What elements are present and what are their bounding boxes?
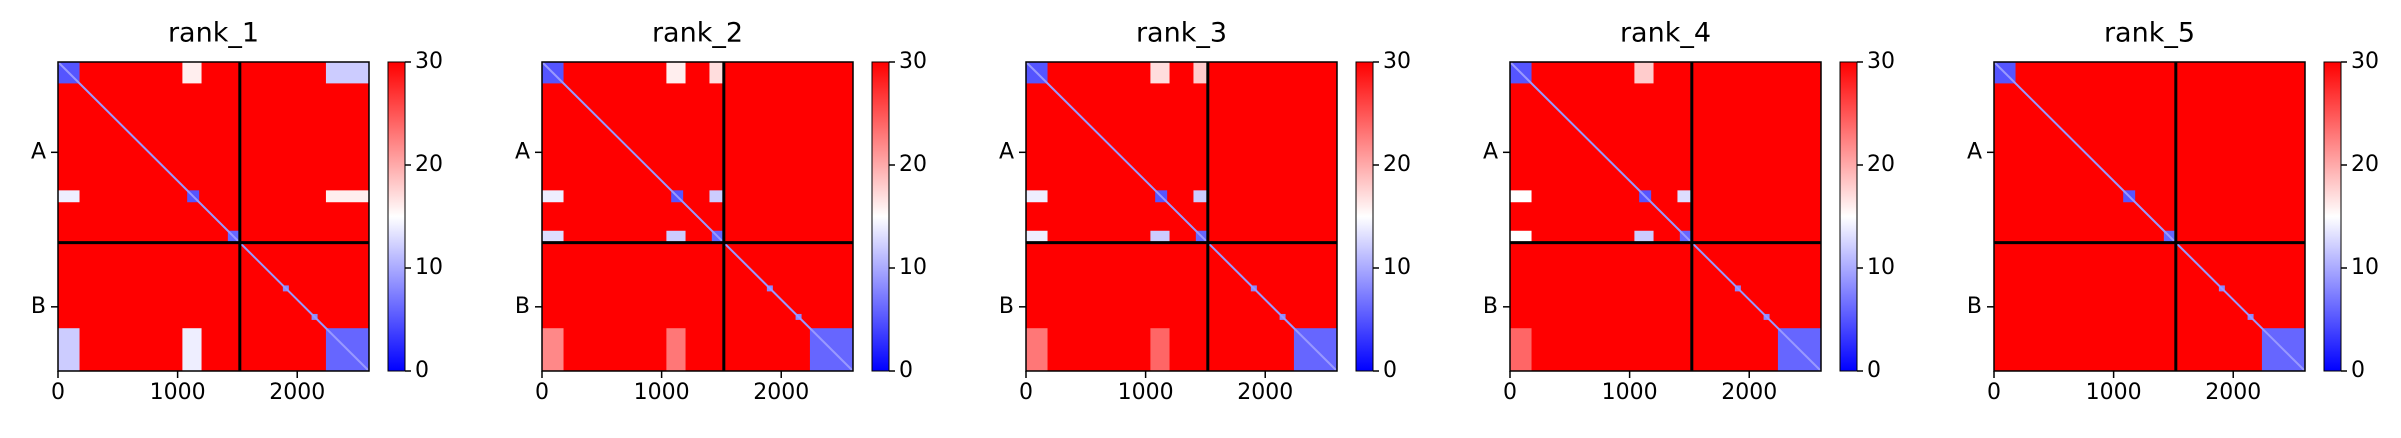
heatmap-block bbox=[1634, 230, 1654, 243]
y-tick-label: A bbox=[515, 139, 530, 164]
colorbar-tick-label: 10 bbox=[1383, 255, 1411, 280]
x-tick-label: 1000 bbox=[1118, 380, 1174, 405]
colorbar-tick-label: 30 bbox=[1383, 49, 1411, 74]
heatmap-block bbox=[1510, 190, 1532, 203]
colorbar bbox=[1839, 61, 1858, 372]
heatmap-block bbox=[542, 328, 564, 371]
colorbar bbox=[2323, 61, 2342, 372]
y-tick-label: B bbox=[1483, 294, 1498, 319]
x-tick-label: 0 bbox=[51, 380, 65, 405]
y-tick-label: A bbox=[1967, 139, 1982, 164]
colorbar-tick-label: 20 bbox=[2351, 152, 2379, 177]
heatmap-block bbox=[1193, 190, 1208, 203]
heatmap-block bbox=[666, 230, 686, 243]
x-tick-label: 0 bbox=[535, 380, 549, 405]
panel-title: rank_4 bbox=[1620, 18, 1711, 49]
x-tick-label: 0 bbox=[1503, 380, 1517, 405]
colorbar bbox=[1355, 61, 1374, 372]
colorbar-tick-label: 10 bbox=[415, 255, 443, 280]
colorbar-tick-label: 10 bbox=[899, 255, 927, 280]
heatmap-block bbox=[58, 190, 80, 203]
colorbar-tick-label: 20 bbox=[1383, 152, 1411, 177]
x-tick-label: 1000 bbox=[150, 380, 206, 405]
heatmap-block bbox=[1634, 62, 1654, 84]
panel-title: rank_1 bbox=[168, 18, 259, 49]
x-tick-label: 2000 bbox=[2205, 380, 2261, 405]
heatmap-block bbox=[1193, 62, 1208, 84]
x-tick-label: 0 bbox=[1987, 380, 2001, 405]
y-tick-label: B bbox=[1967, 294, 1982, 319]
axes-frame bbox=[1025, 61, 1338, 372]
colorbar-tick-label: 20 bbox=[415, 152, 443, 177]
heatmap-block bbox=[1150, 62, 1170, 84]
x-tick-label: 1000 bbox=[634, 380, 690, 405]
axes-frame bbox=[541, 61, 854, 372]
heatmap-block bbox=[1026, 190, 1048, 203]
y-tick-label: A bbox=[1483, 139, 1498, 164]
heatmap-block bbox=[709, 190, 724, 203]
colorbar-tick-label: 30 bbox=[899, 49, 927, 74]
heatmap-block bbox=[1150, 328, 1170, 371]
x-tick-label: 1000 bbox=[2086, 380, 2142, 405]
colorbar-tick-label: 20 bbox=[1867, 152, 1895, 177]
colorbar-tick-label: 0 bbox=[1383, 358, 1397, 383]
colorbar-tick-label: 30 bbox=[415, 49, 443, 74]
x-tick-label: 2000 bbox=[753, 380, 809, 405]
x-tick-label: 2000 bbox=[1721, 380, 1777, 405]
heatmap-block bbox=[1510, 328, 1532, 371]
colorbar-tick-label: 0 bbox=[899, 358, 913, 383]
colorbar-tick-label: 10 bbox=[1867, 255, 1895, 280]
colorbar-tick-label: 0 bbox=[415, 358, 429, 383]
heatmap-block bbox=[325, 62, 369, 84]
diagonal bbox=[541, 61, 854, 372]
y-tick-label: A bbox=[31, 139, 46, 164]
colorbar-tick-label: 0 bbox=[2351, 358, 2365, 383]
heatmap-block bbox=[709, 62, 724, 84]
heatmap-block bbox=[666, 62, 686, 84]
heatmap-block bbox=[182, 328, 202, 371]
x-tick-label: 1000 bbox=[1602, 380, 1658, 405]
y-tick-label: B bbox=[999, 294, 1014, 319]
diagonal bbox=[1509, 61, 1822, 372]
heatmap-block bbox=[666, 328, 686, 371]
heatmap-block bbox=[58, 328, 80, 371]
panel-title: rank_3 bbox=[1136, 18, 1227, 49]
axes-frame bbox=[1993, 61, 2306, 372]
colorbar-tick-label: 30 bbox=[1867, 49, 1895, 74]
colorbar-tick-label: 0 bbox=[1867, 358, 1881, 383]
panel-title: rank_2 bbox=[652, 18, 743, 49]
heatmap-block bbox=[542, 190, 564, 203]
axes-frame bbox=[1509, 61, 1822, 372]
diagonal bbox=[1993, 61, 2306, 372]
x-tick-label: 2000 bbox=[1237, 380, 1293, 405]
heatmap-block bbox=[1510, 230, 1532, 243]
y-tick-label: A bbox=[999, 139, 1014, 164]
colorbar bbox=[387, 61, 406, 372]
diagonal bbox=[57, 61, 370, 372]
y-tick-label: B bbox=[515, 294, 530, 319]
axes-frame bbox=[57, 61, 370, 372]
heatmap-block bbox=[182, 62, 202, 84]
heatmap-block bbox=[1150, 230, 1170, 243]
heatmap-block bbox=[1677, 190, 1692, 203]
diagonal bbox=[1025, 61, 1338, 372]
y-tick-label: B bbox=[31, 294, 46, 319]
colorbar-tick-label: 10 bbox=[2351, 255, 2379, 280]
x-tick-label: 0 bbox=[1019, 380, 1033, 405]
colorbar-tick-label: 20 bbox=[899, 152, 927, 177]
heatmap-block bbox=[542, 230, 564, 243]
heatmap-block bbox=[1026, 328, 1048, 371]
panel-title: rank_5 bbox=[2104, 18, 2195, 49]
colorbar bbox=[871, 61, 890, 372]
x-tick-label: 2000 bbox=[269, 380, 325, 405]
heatmap-block bbox=[1026, 230, 1048, 243]
heatmap-block bbox=[325, 190, 369, 203]
colorbar-tick-label: 30 bbox=[2351, 49, 2379, 74]
